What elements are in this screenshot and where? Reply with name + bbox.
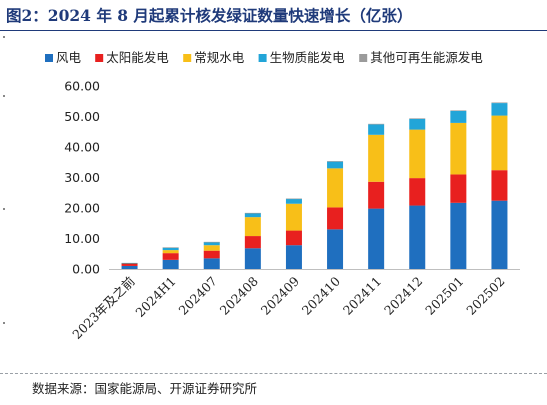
x-tick-label: 202407	[176, 273, 220, 317]
bar-segment	[368, 134, 385, 182]
y-tick-label: 50.00	[64, 109, 100, 124]
bar-segment	[491, 170, 508, 201]
margin-marker	[3, 208, 5, 210]
bar-segment	[409, 118, 426, 119]
bar-segment	[450, 110, 467, 112]
bar-segment	[450, 174, 467, 203]
legend-swatch	[258, 54, 267, 62]
bar-segment	[121, 263, 138, 266]
y-tick-label: 10.00	[64, 231, 100, 246]
bar-segment	[450, 122, 467, 175]
bar-segment	[409, 129, 426, 179]
bar-segment	[491, 103, 508, 116]
x-tick-label: 2023年及之前	[69, 274, 137, 342]
bar-segment	[162, 253, 179, 260]
bar-segment	[491, 200, 508, 269]
bar-segment	[203, 242, 220, 246]
bar-segment	[244, 217, 261, 237]
legend-swatch	[95, 54, 104, 62]
y-tick-label: 20.00	[64, 201, 100, 216]
y-tick-label: 60.00	[64, 79, 100, 94]
bar-segment	[162, 247, 179, 251]
bar-segment	[203, 245, 220, 251]
margin-marker	[3, 322, 5, 324]
y-tick-label: 30.00	[64, 170, 100, 185]
legend-label: 生物质能发电	[270, 50, 346, 65]
figure-title: 图2：2024 年 8 月起累计核发绿证数量快速增长（亿张）	[6, 6, 413, 25]
x-tick-label: 202501	[422, 274, 466, 318]
margin-marker	[3, 95, 5, 97]
bar-segment	[327, 207, 344, 230]
bar-segment	[244, 213, 261, 218]
x-tick-label: 202411	[340, 274, 384, 318]
title-divider	[0, 30, 547, 31]
bar-segment	[162, 250, 179, 254]
legend-swatch	[359, 54, 368, 62]
bar-segment	[285, 198, 302, 200]
bar-segment	[327, 229, 344, 269]
bar-segment	[203, 250, 220, 259]
x-tick-label: 202409	[258, 273, 302, 317]
x-tick-label: 2024H1	[132, 274, 178, 320]
legend-swatch	[183, 54, 192, 62]
x-tick-label: 202408	[217, 273, 261, 317]
bar-segment	[409, 178, 426, 206]
bar-segment	[285, 230, 302, 246]
bar-segment	[327, 161, 344, 162]
x-tick-label: 202502	[463, 274, 507, 318]
bar-segment	[409, 205, 426, 269]
bar-segment	[203, 258, 220, 269]
legend-label: 风电	[56, 50, 82, 65]
bar-segment	[285, 198, 302, 204]
bar-segment	[327, 168, 344, 208]
y-tick-label: 40.00	[64, 140, 100, 155]
bar-segment	[162, 259, 179, 269]
bar-segment	[121, 265, 138, 269]
bar-segment	[285, 245, 302, 269]
bar-segment	[244, 236, 261, 249]
legend-label: 常规水电	[194, 50, 245, 65]
bar-segment	[285, 203, 302, 231]
bar-segment	[368, 124, 385, 135]
bar-segment	[327, 161, 344, 169]
data-source-note: 数据来源：国家能源局、开源证券研究所	[32, 381, 258, 396]
bar-segment	[450, 202, 467, 269]
bar-segment	[244, 248, 261, 269]
bar-segment	[368, 208, 385, 269]
x-tick-label: 202410	[299, 273, 343, 317]
margin-marker	[3, 36, 5, 38]
bar-segment	[450, 111, 467, 123]
bar-segment	[409, 118, 426, 130]
bar-segment	[491, 115, 508, 171]
x-tick-label: 202412	[381, 274, 425, 318]
legend-label: 其他可再生能源发电	[370, 50, 483, 65]
bar-segment	[203, 241, 220, 243]
y-tick-label: 0.00	[72, 262, 100, 277]
bar-segment	[368, 123, 385, 125]
bar-segment	[121, 262, 138, 264]
bar-segment	[368, 181, 385, 209]
legend-label: 太阳能发电	[106, 50, 169, 65]
bar-segment	[244, 212, 261, 214]
bar-segment	[491, 102, 508, 104]
legend-swatch	[45, 54, 53, 62]
source-divider	[0, 373, 547, 374]
bar-segment	[162, 247, 179, 248]
